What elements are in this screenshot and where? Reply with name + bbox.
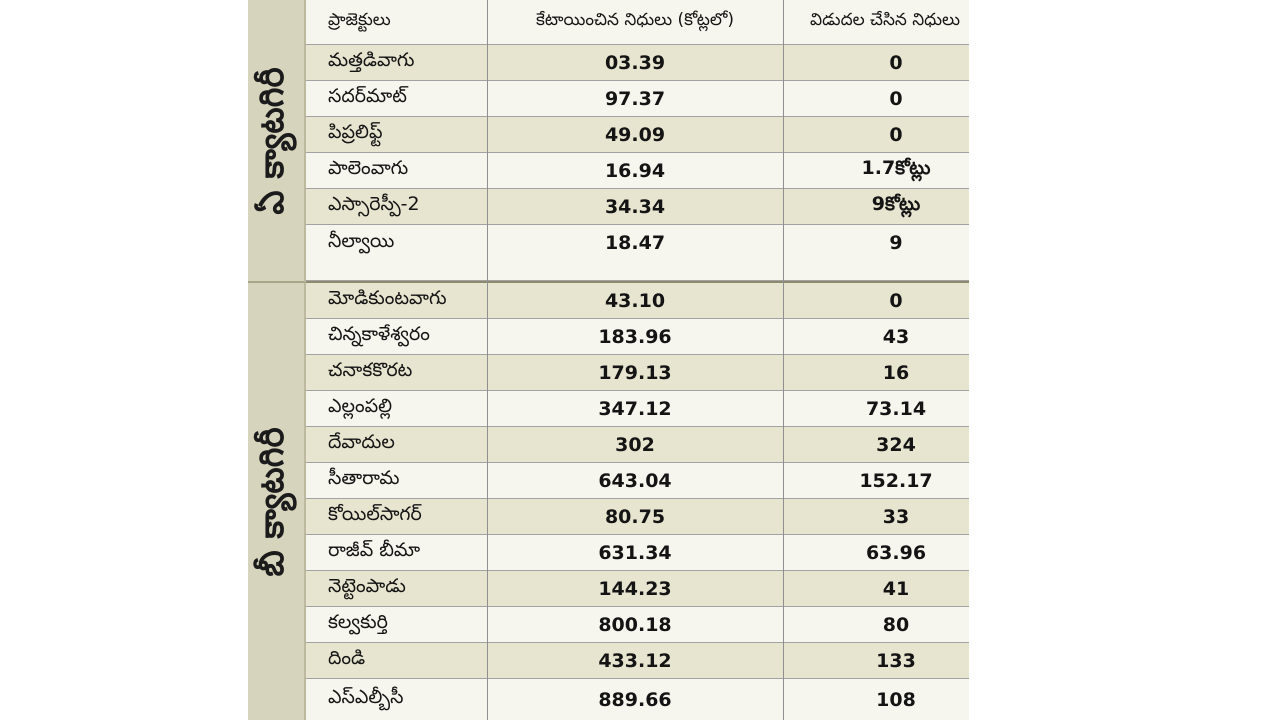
table-header-row: ప్రాజెక్టులు కేటాయించిన నిధులు (కోట్లలో)… [306, 0, 969, 45]
project-name: కల్వకుర్తి [328, 611, 388, 633]
project-name: దేవాదుల [328, 431, 395, 453]
project-name: నెట్టెంపాడు [328, 575, 406, 597]
category-b-sidebar: బీ క్యాటగిరీ [248, 283, 306, 720]
project-name: సీతారామ [328, 467, 400, 489]
project-name: రాజీవ్ బీమా [328, 539, 421, 561]
allocated-value: 179.13 [598, 361, 672, 384]
allocated-value: 80.75 [604, 505, 666, 528]
table-row: మోడికుంటవాగు 43.10 0 [306, 283, 969, 319]
table-row: సీతారామ 643.04 152.17 [306, 463, 969, 499]
group-divider [306, 281, 969, 283]
released-value: 0 [889, 289, 903, 312]
table-row: దిండి 433.12 133 [306, 643, 969, 679]
released-value: 9కోట్లు [871, 193, 921, 215]
category-b-label: బీ క్యాటగిరీ [252, 426, 292, 577]
project-name: చిన్నకాళేశ్వరం [328, 323, 430, 345]
column-divider [783, 0, 784, 720]
table-row: నెట్టెంపాడు 144.23 41 [306, 571, 969, 607]
allocated-value: 16.94 [604, 159, 666, 182]
project-name: సదర్‌మాట్ [328, 85, 407, 107]
project-name: నీల్వాయి [328, 229, 395, 252]
released-value: 16 [882, 361, 910, 384]
category-a-label: ఏ క్యాటగిరీ [252, 66, 292, 215]
project-name: కోయిల్‌సాగర్ [328, 503, 422, 525]
table-row: ఎల్లంపల్లి 347.12 73.14 [306, 391, 969, 427]
project-name: మత్తడివాగు [328, 49, 415, 71]
released-value: 0 [889, 51, 903, 74]
released-value: 0 [889, 87, 903, 110]
allocated-value: 800.18 [598, 613, 672, 636]
table-row: కోయిల్‌సాగర్ 80.75 33 [306, 499, 969, 535]
table-row: చిన్నకాళేశ్వరం 183.96 43 [306, 319, 969, 355]
released-value: 43 [882, 325, 910, 348]
released-value: 324 [876, 433, 916, 456]
allocated-value: 43.10 [604, 289, 666, 312]
project-name: ఎల్లంపల్లి [328, 395, 393, 417]
header-allocated-funds: కేటాయించిన నిధులు (కోట్లలో) [536, 10, 734, 30]
allocated-value: 643.04 [598, 469, 672, 492]
released-value: 80 [882, 613, 910, 636]
allocated-value: 03.39 [604, 51, 666, 74]
table-row: దేవాదుల 302 324 [306, 427, 969, 463]
table-row: ఎస్సారెస్పీ-2 34.34 9కోట్లు [306, 189, 969, 225]
project-name: మోడికుంటవాగు [328, 287, 447, 309]
released-value: 108 [876, 688, 916, 711]
project-name: ఎస్సారెస్పీ-2 [328, 193, 420, 215]
table-row: మత్తడివాగు 03.39 0 [306, 45, 969, 81]
released-value: 73.14 [865, 397, 927, 420]
allocated-value: 347.12 [598, 397, 672, 420]
header-released-funds: విడుదల చేసిన నిధులు [810, 10, 960, 30]
table-row: పిప్రలిఫ్ట్ 49.09 0 [306, 117, 969, 153]
released-value: 41 [882, 577, 910, 600]
released-value: 9 [889, 232, 903, 254]
allocated-value: 183.96 [598, 325, 672, 348]
allocated-value: 302 [615, 433, 655, 456]
table-row: చనాకకొరట 179.13 16 [306, 355, 969, 391]
table-row: పాలెంవాగు 16.94 1.7కోట్లు [306, 153, 969, 189]
released-value: 33 [882, 505, 910, 528]
project-name: చనాకకొరట [328, 359, 413, 381]
table-row: ఎస్ఎల్బీసీ 889.66 108 [306, 679, 969, 720]
project-name: పాలెంవాగు [328, 157, 409, 179]
funds-table: ఏ క్యాటగిరీ బీ క్యాటగిరీ ప్రాజెక్టులు కే… [248, 0, 969, 720]
allocated-value: 18.47 [604, 232, 666, 254]
table-row: రాజీవ్ బీమా 631.34 63.96 [306, 535, 969, 571]
table-row: నీల్వాయి 18.47 9 [306, 225, 969, 281]
project-name: దిండి [328, 647, 366, 669]
category-a-sidebar: ఏ క్యాటగిరీ [248, 0, 306, 283]
allocated-value: 49.09 [604, 123, 666, 146]
project-name: ఎస్ఎల్బీసీ [328, 686, 404, 708]
allocated-value: 34.34 [604, 195, 666, 218]
allocated-value: 433.12 [598, 649, 672, 672]
project-name: పిప్రలిఫ్ట్ [328, 121, 383, 143]
allocated-value: 144.23 [598, 577, 672, 600]
allocated-value: 889.66 [598, 688, 672, 711]
table-row: సదర్‌మాట్ 97.37 0 [306, 81, 969, 117]
released-value: 63.96 [865, 541, 927, 564]
released-value: 1.7కోట్లు [861, 157, 931, 179]
allocated-value: 97.37 [604, 87, 666, 110]
released-value: 152.17 [859, 469, 933, 492]
header-projects: ప్రాజెక్టులు [328, 10, 391, 30]
column-divider [487, 0, 488, 720]
table-row: కల్వకుర్తి 800.18 80 [306, 607, 969, 643]
released-value: 0 [889, 123, 903, 146]
released-value: 133 [876, 649, 916, 672]
allocated-value: 631.34 [598, 541, 672, 564]
